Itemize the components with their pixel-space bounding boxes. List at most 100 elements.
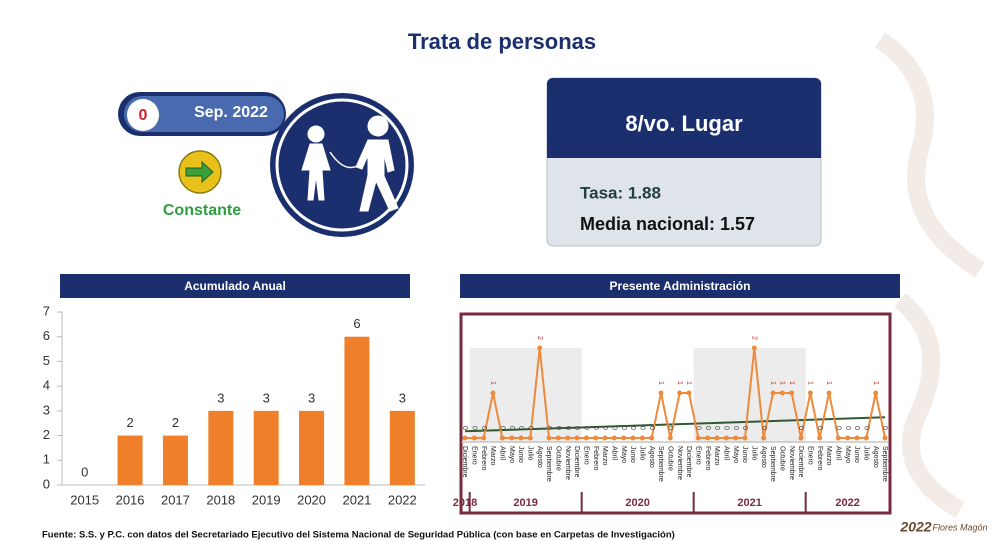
year-label: 2020 [625, 497, 649, 509]
y-tick-label: 2 [43, 427, 50, 442]
point [471, 435, 477, 441]
x-tick-label: Marzo [601, 446, 608, 466]
year-label: 2018 [453, 497, 477, 509]
data-label: 1 [788, 381, 795, 385]
x-tick-label: Mayo [844, 446, 851, 463]
x-tick-label: Noviembre [676, 446, 683, 480]
data-label: 0 [582, 426, 589, 430]
data-label: 0 [592, 426, 599, 430]
point [751, 345, 757, 351]
data-label: 0 [573, 426, 580, 430]
x-tick-label: Diciembre [461, 446, 468, 478]
x-tick-label: Septiembre [657, 446, 664, 482]
x-tick-label: 2021 [342, 492, 371, 507]
line-header [460, 274, 900, 298]
year-label: 2021 [737, 497, 761, 509]
data-label: 0 [797, 426, 804, 430]
data-label: 0 [564, 426, 571, 430]
bar [299, 410, 325, 485]
point [574, 435, 580, 441]
logo-name: Flores Magón [932, 522, 987, 532]
x-tick-label: Junio [517, 446, 524, 463]
data-label: 2 [126, 415, 133, 430]
bar [162, 435, 188, 485]
line [465, 347, 886, 439]
data-label: 1 [769, 381, 776, 385]
point [770, 390, 776, 396]
bar-header [60, 274, 410, 298]
data-label: 2 [750, 336, 757, 340]
x-tick-label: 2022 [388, 492, 417, 507]
icon-ring [275, 98, 409, 232]
x-tick-label: Febrero [480, 446, 487, 471]
x-tick-label: Abril [610, 446, 617, 460]
point [611, 435, 617, 441]
x-tick-label: Enero [806, 446, 813, 465]
point [882, 435, 888, 441]
data-label: 0 [760, 426, 767, 430]
point [621, 435, 627, 441]
badge-circle [127, 99, 159, 131]
x-tick-label: Octubre [666, 446, 673, 471]
x-tick-label: Febrero [592, 446, 599, 471]
line-frame [459, 312, 892, 515]
x-tick-label: Junio [741, 446, 748, 463]
point [546, 435, 552, 441]
point [705, 435, 711, 441]
x-tick-label: 2019 [252, 492, 281, 507]
x-tick-label: Abril [498, 446, 505, 460]
footer: Fuente: S.S. y P.C. con datos del Secret… [42, 530, 675, 541]
y-tick-label: 4 [43, 378, 50, 393]
x-tick-label: Marzo [825, 446, 832, 466]
data-label: 2 [536, 336, 543, 340]
point [807, 390, 813, 396]
point [695, 435, 701, 441]
x-tick-label: Marzo [489, 446, 496, 466]
x-tick-label: Julio [750, 446, 757, 461]
data-label: 1 [825, 381, 832, 385]
point [873, 390, 879, 396]
x-tick-label: Noviembre [564, 446, 571, 480]
charts: 0123456702015220162201732018320193202062… [43, 303, 889, 512]
badge-inner [124, 96, 284, 132]
data-label: 0 [545, 426, 552, 430]
point [798, 435, 804, 441]
data-label: 0 [526, 426, 533, 430]
year-label: 2022 [835, 497, 859, 509]
x-tick-label: 2016 [116, 492, 145, 507]
x-tick-label: 2018 [206, 492, 235, 507]
point [789, 390, 795, 396]
x-tick-label: Agosto [760, 446, 767, 468]
point [723, 435, 729, 441]
status: Constante [163, 202, 241, 219]
data-label: 1 [778, 381, 785, 385]
point [854, 435, 860, 441]
data-label: 0 [704, 426, 711, 430]
x-tick-label: Mayo [732, 446, 739, 463]
point [602, 435, 608, 441]
x-tick-label: Julio [526, 446, 533, 461]
x-tick-label: Octubre [778, 446, 785, 471]
x-tick-label: Agosto [536, 446, 543, 468]
rank-place: 8/vo. Lugar [625, 111, 743, 136]
point [499, 435, 505, 441]
page-title: Trata de personas [408, 29, 596, 54]
data-label: 3 [308, 390, 315, 405]
point [826, 390, 832, 396]
y-tick-label: 0 [43, 476, 50, 491]
point [779, 390, 785, 396]
x-tick-label: Septiembre [881, 446, 888, 482]
y-tick-label: 1 [43, 452, 50, 467]
point [527, 435, 533, 441]
point [490, 390, 496, 396]
data-label: 0 [461, 426, 468, 430]
point [481, 435, 487, 441]
point [462, 435, 468, 441]
data-label: 0 [862, 426, 869, 430]
rank-header [547, 78, 821, 158]
point [863, 435, 869, 441]
x-tick-label: Mayo [620, 446, 627, 463]
point [509, 435, 515, 441]
year-band [469, 348, 582, 442]
